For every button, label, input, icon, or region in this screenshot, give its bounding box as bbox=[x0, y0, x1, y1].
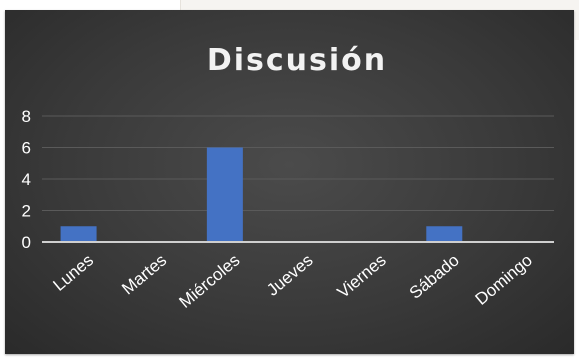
x-tick-label: Miércoles bbox=[175, 251, 243, 312]
y-tick-label: 4 bbox=[22, 170, 31, 189]
chart-panel: Discusión 0 2 4 6 8 Lunes Martes Miércoles Jueve… bbox=[5, 10, 574, 354]
y-tick-label: 6 bbox=[22, 139, 31, 158]
bar-lunes bbox=[60, 226, 97, 242]
y-tick-label: 0 bbox=[22, 233, 31, 252]
x-tick-label: Martes bbox=[118, 251, 170, 299]
y-tick-label: 8 bbox=[22, 107, 31, 126]
x-tick-label: Viernes bbox=[334, 251, 390, 302]
chart-title: Discusión bbox=[207, 43, 387, 78]
bar-miércoles bbox=[206, 147, 243, 242]
x-tick-label: Domingo bbox=[472, 251, 536, 309]
bar-chart: Discusión 0 2 4 6 8 Lunes Martes Miércoles Jueve… bbox=[22, 43, 554, 312]
x-tick-label: Sábado bbox=[406, 251, 463, 303]
bar-sábado bbox=[426, 226, 463, 242]
x-tick-label: Lunes bbox=[49, 251, 97, 295]
x-tick-label: Jueves bbox=[263, 251, 316, 300]
y-tick-label: 2 bbox=[22, 202, 31, 221]
